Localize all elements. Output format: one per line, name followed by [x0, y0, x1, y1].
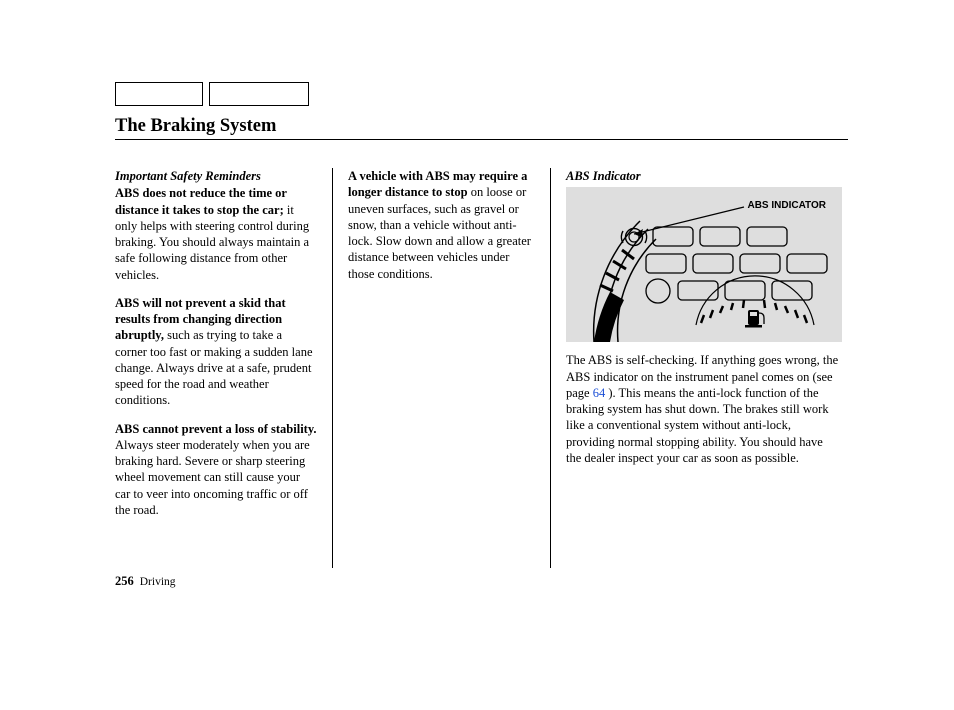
manual-page: The Braking System Important Safety Remi…: [0, 0, 954, 710]
para-body: Always steer moderately when you are bra…: [115, 438, 310, 517]
indicator-row-2: [646, 254, 827, 273]
page-title: The Braking System: [115, 116, 848, 137]
fuel-gauge-icon: [696, 276, 814, 328]
pointer-line: [634, 207, 744, 234]
column-1: Important Safety Reminders ABS does not …: [115, 168, 333, 568]
abs-indicator-heading: ABS Indicator: [566, 168, 841, 184]
para-skid-prevention: ABS will not prevent a skid that results…: [115, 295, 317, 409]
content-columns: Important Safety Reminders ABS does not …: [115, 168, 848, 568]
page-number: 256: [115, 574, 134, 588]
para-body-b: ). This means the anti-lock function of …: [566, 386, 829, 465]
bold-lead: ABS does not reduce the time or distance…: [115, 186, 287, 216]
abs-indicator-label: ABS INDICATOR: [747, 199, 826, 212]
indicator-row-3: [646, 279, 812, 303]
title-rule: [115, 139, 848, 140]
safety-reminders-heading: Important Safety Reminders: [115, 168, 317, 184]
page-link-64[interactable]: 64: [593, 386, 606, 400]
nav-box-1[interactable]: [115, 82, 203, 106]
section-name: Driving: [140, 576, 176, 588]
column-2: A vehicle with ABS may require a longer …: [333, 168, 551, 568]
abs-indicator-diagram: ABS INDICATOR: [566, 187, 842, 342]
header-nav-boxes: [115, 82, 848, 106]
gauge-band-1: [594, 292, 624, 342]
column-3: ABS Indicator ABS INDICATOR: [551, 168, 841, 568]
para-longer-distance: A vehicle with ABS may require a longer …: [348, 168, 535, 282]
indicator-row-1: [653, 227, 787, 246]
nav-box-2[interactable]: [209, 82, 309, 106]
para-body: on loose or uneven surfaces, such as gra…: [348, 185, 531, 280]
gauge-ticks: [600, 250, 634, 291]
para-stability-loss: ABS cannot prevent a loss of stability. …: [115, 421, 317, 519]
para-self-check: The ABS is self-checking. If anything go…: [566, 352, 841, 466]
page-footer: 256 Driving: [115, 574, 176, 589]
para-stopping-distance: ABS does not reduce the time or distance…: [115, 185, 317, 283]
bold-lead: ABS cannot prevent a loss of stability.: [115, 422, 317, 436]
abs-symbol-icon: [621, 229, 646, 246]
